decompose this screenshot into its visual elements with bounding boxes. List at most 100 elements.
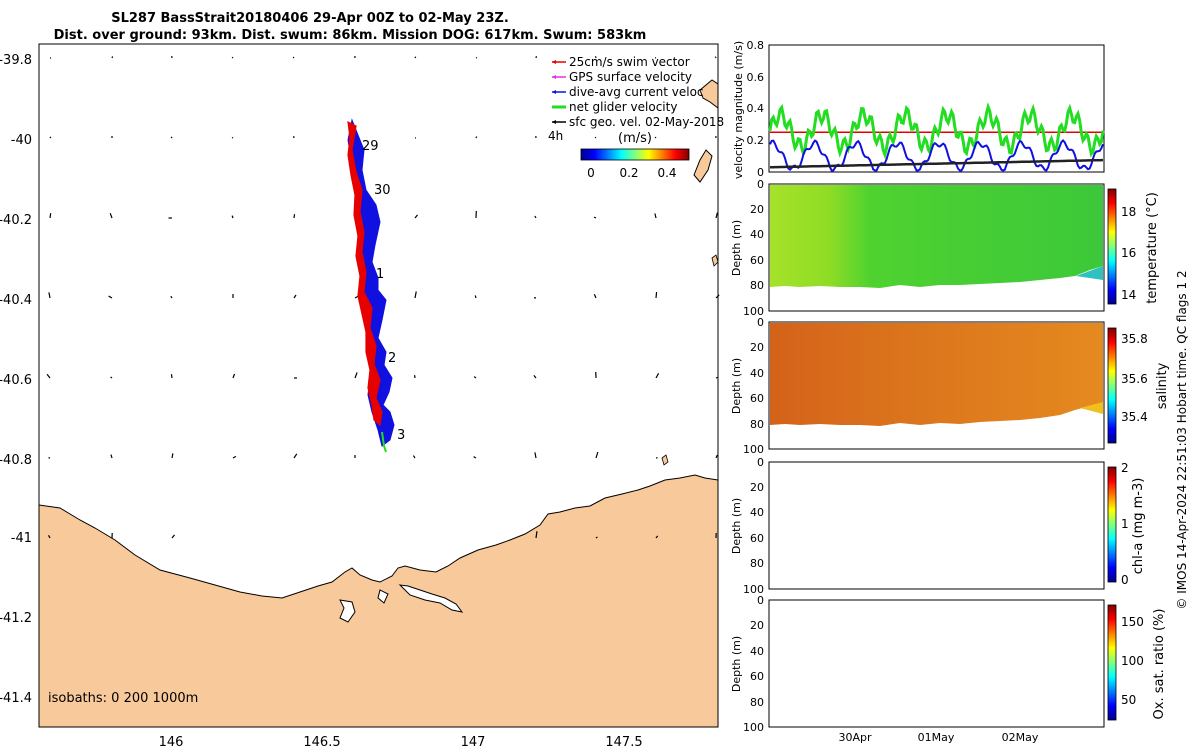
- geo-vector-arrow: [49, 136, 52, 139]
- day-label-1: 1: [376, 267, 384, 282]
- map-y-tick: -41.4: [0, 691, 32, 706]
- time-step-label: 4h: [548, 129, 563, 143]
- geo-vector-arrow: [46, 373, 51, 379]
- map-x-tick: 146: [159, 735, 184, 750]
- chla-y-tick: 100: [743, 583, 764, 596]
- temp-y-tick: 80: [750, 279, 764, 292]
- isobaths-label: isobaths: 0 200 1000m: [48, 691, 198, 706]
- oxygen-y-ticks: 0 20 40 60 80 100: [743, 594, 764, 734]
- sal-y-tick: 100: [743, 443, 764, 456]
- geo-vector-arrow: [594, 136, 597, 139]
- chla-colorbar-label: chl-a (mg m-3): [1131, 478, 1146, 575]
- temp-y-tick: 100: [743, 305, 764, 318]
- sal-cbar-tick: 35.8: [1121, 332, 1148, 346]
- geo-vector-arrow: [714, 56, 717, 59]
- footer-note: © IMOS 14-Apr-2024 22:51:03 Hobart time.…: [1175, 270, 1189, 609]
- island-ne-1: [699, 79, 718, 109]
- geo-vector-arrow: [535, 531, 538, 539]
- geo-vector-arrow: [232, 373, 236, 379]
- map-y-axis: -39.8 -40 -40.2 -40.4 -40.6 -40.8 -41 -4…: [0, 53, 32, 706]
- map-frame: [38, 43, 719, 728]
- sal-y-tick: 40: [750, 367, 764, 380]
- day-label-29: 29: [362, 139, 379, 154]
- vel-y-tick: 0.6: [747, 71, 765, 84]
- sal-cbar-tick: 35.6: [1121, 372, 1148, 386]
- geo-vector-arrow: [595, 536, 598, 539]
- map-y-tick: -41.2: [0, 611, 32, 626]
- time-axis: 30Apr 01May 02May: [838, 731, 1038, 744]
- vel-y-tick: 0.2: [747, 134, 765, 147]
- map-x-axis: 146 146.5 147 147.5: [159, 735, 643, 750]
- chla-cbar-tick: 1: [1121, 517, 1129, 531]
- geo-vector-arrow: [231, 136, 234, 139]
- day-label-2: 2: [388, 351, 396, 366]
- chla-y-label: Depth (m): [730, 498, 743, 554]
- sfc-geo-velocity-field: [46, 55, 720, 539]
- geo-vector-arrow: [715, 454, 718, 459]
- temp-cbar-tick: 18: [1121, 205, 1136, 219]
- geo-vector-arrow: [49, 213, 52, 219]
- map-y-tick: -40.6: [0, 373, 32, 388]
- geo-vector-arrow: [171, 534, 176, 539]
- ox-y-tick: 80: [750, 696, 764, 709]
- vel-y-tick: 0: [757, 166, 764, 179]
- vel-y-tick: 0.4: [747, 102, 765, 115]
- chla-y-ticks: 0 20 40 60 80 100: [743, 456, 764, 596]
- geo-vector-arrow: [108, 295, 113, 299]
- legend-sfc-geo: sfc geo. vel. 02-May-2018: [569, 115, 724, 129]
- temperature-panel: 0 20 40 60 80 100 Depth (m) 14 16 18 tem…: [730, 178, 1160, 318]
- legend-current-velocity: dive-avg current veloc: [569, 85, 704, 99]
- sal-cbar-tick: 35.4: [1121, 410, 1148, 424]
- velocity-series: [768, 102, 1105, 172]
- salinity-panel: 0 20 40 60 80 100 Depth (m) 35.4 35.6 35…: [730, 316, 1170, 456]
- map-colorbar: [580, 148, 690, 161]
- geo-vector-arrow: [533, 374, 537, 379]
- geo-vector-arrow: [109, 212, 113, 219]
- map-y-tick: -40.8: [0, 453, 32, 468]
- velocity-panel: 0 0.2 0.4 0.6 0.8 velocity magnitude (m/…: [732, 39, 1105, 179]
- geo-vector-arrow: [715, 376, 718, 379]
- map-colorbar-tick: 0: [587, 166, 595, 180]
- chla-cbar-tick: 0: [1121, 573, 1129, 587]
- vel-y-tick: 0.8: [747, 39, 765, 52]
- geo-vector-arrow: [414, 214, 419, 219]
- geo-vector-arrow: [593, 294, 597, 299]
- velocity-y-ticks: 0 0.2 0.4 0.6 0.8: [747, 39, 765, 179]
- legend-swim-vector: 25cm/s swim vector: [569, 55, 690, 69]
- salinity-section: [770, 323, 1103, 426]
- map-y-tick: -40.2: [0, 213, 32, 228]
- oxygen-panel: 0 20 40 60 80 100 Depth (m) 50 100 150 O…: [730, 594, 1167, 734]
- map-y-tick: -40: [11, 133, 32, 148]
- map-y-tick: -41: [11, 531, 32, 546]
- geo-vector-arrow: [231, 56, 234, 59]
- oxygen-colorbar: [1107, 604, 1117, 721]
- map-x-tick: 147: [461, 735, 486, 750]
- geo-vector-arrow: [715, 212, 718, 219]
- geo-vector-arrow: [414, 291, 417, 299]
- temperature-section: [770, 185, 1103, 288]
- geo-vector-arrow: [655, 373, 660, 379]
- geo-vector-arrow: [170, 374, 173, 379]
- ox-cbar-tick: 150: [1121, 615, 1144, 629]
- tasmania-coast: [39, 474, 718, 727]
- chla-y-tick: 0: [757, 456, 764, 469]
- swim-vector-track: [347, 120, 383, 427]
- geo-vector-arrow: [654, 213, 657, 219]
- geo-vector-arrow: [534, 452, 537, 459]
- sal-y-label: Depth (m): [730, 358, 743, 414]
- map-x-tick: 146.5: [303, 735, 340, 750]
- chla-cbar-tick: 2: [1121, 461, 1129, 475]
- sal-y-tick: 20: [750, 341, 764, 354]
- geo-vector-arrow: [473, 456, 477, 459]
- temperature-y-ticks: 0 20 40 60 80 100: [743, 178, 764, 318]
- sal-colorbar-label: salinity: [1155, 362, 1170, 409]
- geo-vector-arrow: [231, 215, 234, 219]
- geo-vector-arrow: [655, 535, 659, 539]
- geo-vector-arrow: [534, 215, 537, 219]
- salinity-colorbar: [1107, 327, 1117, 444]
- time-tick-01may: 01May: [918, 731, 955, 744]
- net-glider-velocity-line: [768, 102, 1105, 160]
- temp-y-tick: 0: [757, 178, 764, 191]
- map-panel: 29 30 1 2 3 isobaths: 0 200 1000m -39.8 …: [0, 43, 724, 750]
- sal-y-tick: 0: [757, 316, 764, 329]
